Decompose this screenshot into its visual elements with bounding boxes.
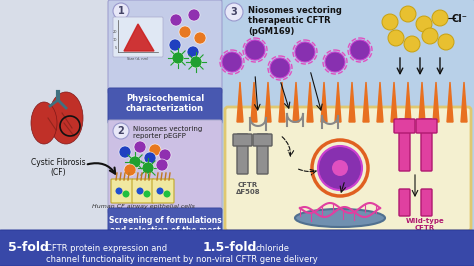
Polygon shape xyxy=(391,82,397,122)
FancyBboxPatch shape xyxy=(152,179,174,203)
Text: Cystic Fibrosis
(CF): Cystic Fibrosis (CF) xyxy=(31,158,85,177)
FancyBboxPatch shape xyxy=(108,88,222,124)
Circle shape xyxy=(159,149,171,161)
Text: Physicochemical
characterization: Physicochemical characterization xyxy=(126,94,204,113)
FancyBboxPatch shape xyxy=(237,134,248,174)
FancyBboxPatch shape xyxy=(416,119,437,133)
Circle shape xyxy=(194,32,206,44)
Polygon shape xyxy=(405,82,411,122)
Circle shape xyxy=(270,58,290,78)
Circle shape xyxy=(350,40,370,60)
Circle shape xyxy=(124,164,136,176)
FancyBboxPatch shape xyxy=(0,230,474,266)
Text: 1.5-fold: 1.5-fold xyxy=(203,241,257,254)
Text: Screening of formulations
and selection of the most
suitable Niosome: Screening of formulations and selection … xyxy=(109,216,221,246)
Circle shape xyxy=(172,52,184,64)
FancyBboxPatch shape xyxy=(421,119,432,171)
Circle shape xyxy=(404,36,420,52)
Circle shape xyxy=(116,188,122,194)
Polygon shape xyxy=(321,82,327,122)
Polygon shape xyxy=(237,82,243,122)
Polygon shape xyxy=(363,82,369,122)
Polygon shape xyxy=(251,82,257,122)
FancyBboxPatch shape xyxy=(132,179,154,203)
Polygon shape xyxy=(307,82,313,122)
Text: Human CF airway epithelial cells: Human CF airway epithelial cells xyxy=(91,204,194,209)
Polygon shape xyxy=(461,82,467,122)
Circle shape xyxy=(134,141,146,153)
FancyBboxPatch shape xyxy=(233,134,252,146)
Circle shape xyxy=(149,144,161,156)
Polygon shape xyxy=(447,82,453,122)
Circle shape xyxy=(144,152,156,164)
Circle shape xyxy=(144,190,151,197)
Text: 3: 3 xyxy=(231,7,237,17)
Circle shape xyxy=(432,10,448,26)
Circle shape xyxy=(129,156,141,168)
Circle shape xyxy=(416,16,432,32)
FancyBboxPatch shape xyxy=(221,0,474,233)
FancyBboxPatch shape xyxy=(108,0,222,94)
Text: Niosomes vectoring
therapeutic CFTR
(pGM169): Niosomes vectoring therapeutic CFTR (pGM… xyxy=(248,6,342,36)
Circle shape xyxy=(113,3,129,19)
FancyBboxPatch shape xyxy=(257,134,268,174)
FancyBboxPatch shape xyxy=(399,189,410,216)
Text: 5-fold: 5-fold xyxy=(8,241,49,254)
FancyBboxPatch shape xyxy=(421,189,432,216)
Circle shape xyxy=(187,46,199,58)
Circle shape xyxy=(325,52,345,72)
Polygon shape xyxy=(419,82,425,122)
Circle shape xyxy=(113,123,129,139)
Circle shape xyxy=(295,42,315,62)
Text: 2: 2 xyxy=(118,126,124,136)
Ellipse shape xyxy=(49,92,83,144)
Circle shape xyxy=(169,39,181,51)
FancyBboxPatch shape xyxy=(394,119,415,133)
Text: 5: 5 xyxy=(115,46,117,50)
Polygon shape xyxy=(265,82,271,122)
Circle shape xyxy=(188,9,200,21)
Text: 1: 1 xyxy=(118,6,124,16)
Circle shape xyxy=(122,190,129,197)
Circle shape xyxy=(156,159,168,171)
Circle shape xyxy=(137,188,144,194)
Text: Cl⁻: Cl⁻ xyxy=(452,14,468,24)
Circle shape xyxy=(332,160,348,176)
Text: CFTR protein expression and: CFTR protein expression and xyxy=(46,244,167,253)
Circle shape xyxy=(225,3,243,21)
Text: Wild-type
CFTR: Wild-type CFTR xyxy=(406,218,444,231)
Polygon shape xyxy=(293,82,299,122)
Circle shape xyxy=(119,146,131,158)
FancyBboxPatch shape xyxy=(399,119,410,171)
Polygon shape xyxy=(349,82,355,122)
Circle shape xyxy=(179,26,191,38)
Text: 10: 10 xyxy=(112,38,117,42)
Circle shape xyxy=(142,162,154,174)
FancyBboxPatch shape xyxy=(225,107,471,231)
Circle shape xyxy=(400,6,416,22)
Polygon shape xyxy=(279,82,285,122)
Circle shape xyxy=(245,40,265,60)
Circle shape xyxy=(156,188,164,194)
Circle shape xyxy=(222,52,242,72)
Circle shape xyxy=(382,14,398,30)
Circle shape xyxy=(164,190,171,197)
Polygon shape xyxy=(124,24,154,51)
Circle shape xyxy=(190,56,202,68)
Circle shape xyxy=(318,146,362,190)
Polygon shape xyxy=(377,82,383,122)
Circle shape xyxy=(422,28,438,44)
Polygon shape xyxy=(433,82,439,122)
Polygon shape xyxy=(335,82,341,122)
Text: Size (d, nm): Size (d, nm) xyxy=(128,57,149,61)
Circle shape xyxy=(438,34,454,50)
FancyBboxPatch shape xyxy=(108,120,222,214)
FancyBboxPatch shape xyxy=(111,179,133,203)
Circle shape xyxy=(170,14,182,26)
Text: 20: 20 xyxy=(112,30,117,34)
Text: chloride: chloride xyxy=(256,244,290,253)
FancyBboxPatch shape xyxy=(253,134,272,146)
FancyBboxPatch shape xyxy=(108,208,222,266)
Ellipse shape xyxy=(295,209,385,227)
